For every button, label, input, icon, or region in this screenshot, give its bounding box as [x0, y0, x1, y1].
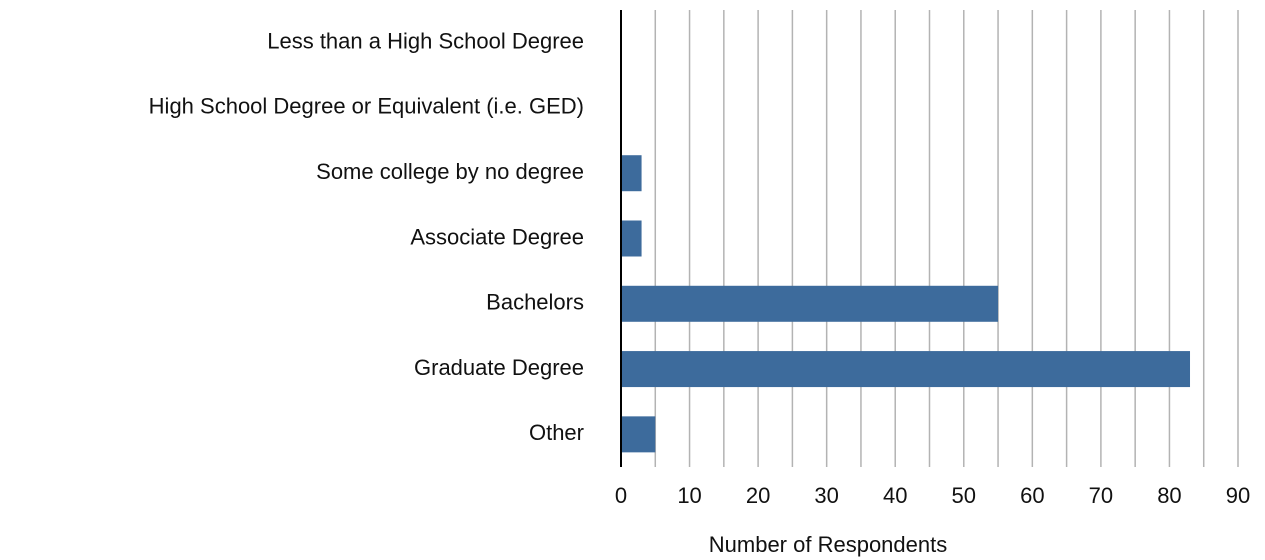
bar	[621, 285, 999, 322]
x-tick-label: 30	[814, 483, 838, 508]
x-tick-label: 0	[615, 483, 627, 508]
x-tick-label: 60	[1020, 483, 1044, 508]
x-tick-label: 10	[677, 483, 701, 508]
bar	[621, 416, 656, 453]
y-tick-label: Graduate Degree	[414, 355, 584, 380]
y-tick-label: Associate Degree	[410, 224, 584, 249]
x-tick-label: 70	[1089, 483, 1113, 508]
y-tick-label: Less than a High School Degree	[267, 28, 584, 53]
x-tick-label: 80	[1157, 483, 1181, 508]
x-tick-label: 90	[1226, 483, 1250, 508]
x-tick-label: 20	[746, 483, 770, 508]
y-tick-label: Other	[529, 420, 584, 445]
y-tick-label: Bachelors	[486, 290, 584, 315]
x-axis-title: Number of Respondents	[709, 532, 947, 557]
x-tick-label: 50	[952, 483, 976, 508]
bar	[621, 351, 1191, 388]
x-tick-label: 40	[883, 483, 907, 508]
bar	[621, 155, 642, 192]
bar	[621, 220, 642, 257]
y-tick-label: Some college by no degree	[316, 159, 584, 184]
y-tick-label: High School Degree or Equivalent (i.e. G…	[149, 94, 584, 119]
